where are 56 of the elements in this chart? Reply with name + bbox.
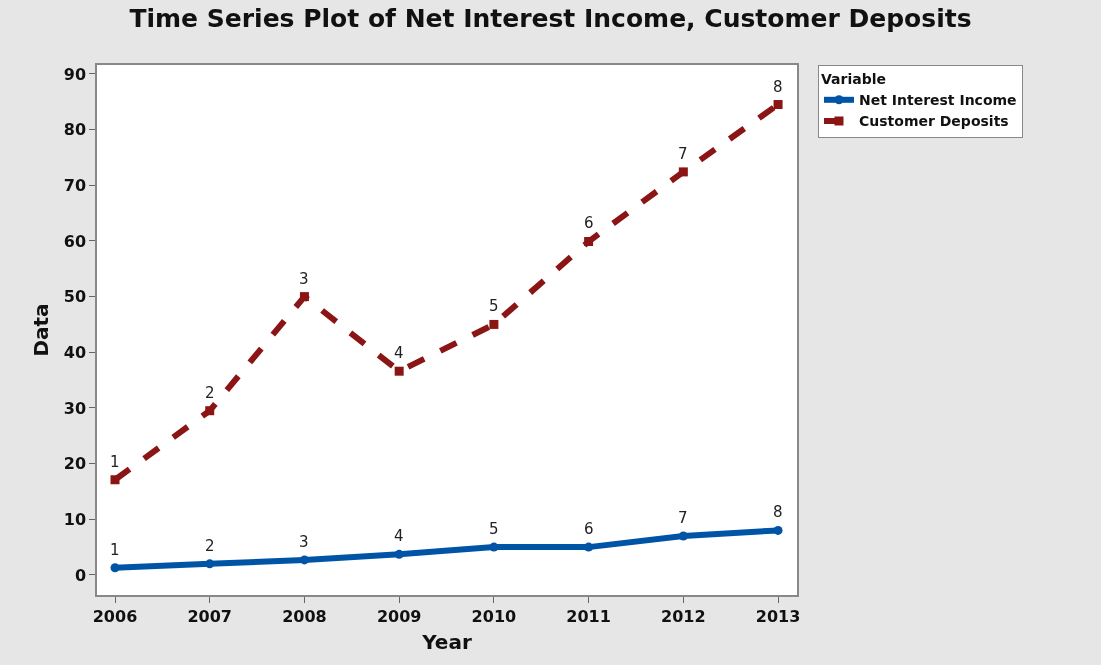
- annotation: 4: [394, 527, 404, 545]
- y-tick-label: 10: [63, 509, 87, 529]
- point: [678, 167, 688, 177]
- point: [678, 531, 688, 541]
- x-tick-label: 2007: [187, 606, 232, 626]
- legend-label: Net Interest Income: [859, 92, 1017, 109]
- point: [584, 542, 594, 552]
- point: [110, 475, 120, 485]
- x-tick-label: 2013: [755, 606, 801, 626]
- y-tick-label: 40: [63, 342, 87, 362]
- x-tick-label: 2012: [661, 606, 706, 626]
- annotation: 3: [299, 270, 309, 288]
- y-tick-label: 20: [63, 454, 87, 474]
- y-axis-title: Data: [28, 303, 53, 357]
- annotation: 7: [678, 509, 688, 527]
- annotation: 1: [110, 453, 120, 471]
- x-tick-label: 2006: [92, 606, 138, 626]
- y-tick-label: 50: [63, 287, 87, 307]
- legend-label: Customer Deposits: [859, 113, 1009, 130]
- annotation: 6: [584, 520, 594, 538]
- annotation: 5: [489, 520, 499, 538]
- annotation: 7: [678, 145, 688, 163]
- point: [489, 319, 499, 329]
- annotation: 8: [773, 78, 783, 96]
- annotation: 8: [773, 503, 783, 521]
- x-axis-title: Year: [421, 629, 472, 654]
- point: [205, 406, 215, 416]
- point: [394, 549, 404, 559]
- annotation: 2: [205, 384, 215, 402]
- point: [394, 366, 404, 376]
- point: [773, 100, 783, 110]
- point: [205, 559, 215, 569]
- y-tick-label: 60: [63, 231, 87, 251]
- y-tick-label: 90: [63, 64, 87, 84]
- y-tick-label: 0: [74, 565, 87, 585]
- y-tick-label: 70: [63, 175, 87, 195]
- x-tick-label: 2009: [376, 606, 422, 626]
- annotation: 6: [584, 214, 594, 232]
- x-tick-label: 2011: [566, 606, 611, 626]
- annotation: 5: [489, 297, 499, 315]
- y-tick-label: 30: [63, 398, 87, 418]
- x-tick-label: 2008: [282, 606, 327, 626]
- annotation: 1: [110, 541, 120, 559]
- point: [110, 563, 120, 573]
- point: [299, 292, 309, 302]
- point: [584, 236, 594, 246]
- annotation: 3: [299, 533, 309, 551]
- chart-title: Time Series Plot of Net Interest Income, Customer Deposits: [129, 4, 972, 34]
- legend-title: Variable: [821, 71, 886, 88]
- point: [299, 555, 309, 565]
- point: [773, 525, 783, 535]
- point: [489, 542, 499, 552]
- x-tick-label: 2010: [471, 606, 517, 626]
- annotation: 2: [205, 537, 215, 555]
- annotation: 4: [394, 344, 404, 362]
- y-tick-label: 80: [63, 120, 87, 140]
